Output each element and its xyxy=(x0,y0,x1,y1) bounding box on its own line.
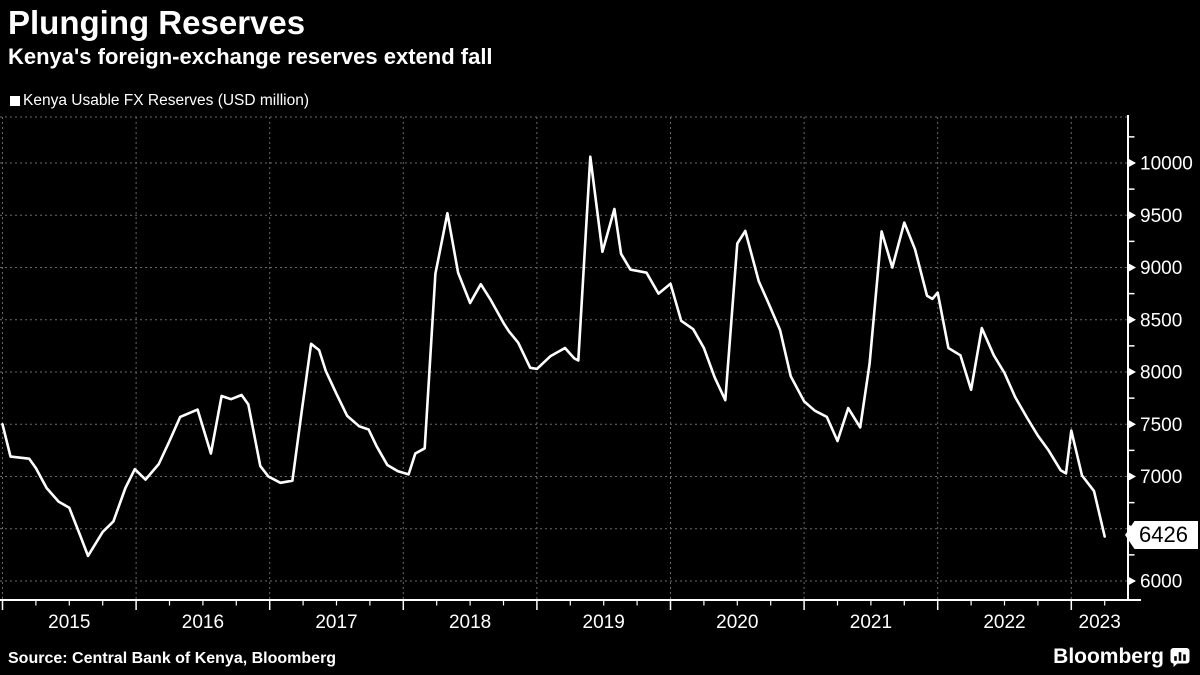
legend-square-marker xyxy=(10,96,20,106)
y-axis-label: 7000 xyxy=(1140,467,1182,488)
x-axis-label: 2017 xyxy=(315,612,357,633)
chart-title: Plunging Reserves xyxy=(8,4,306,41)
y-tick-arrow xyxy=(1128,263,1136,272)
last-value-label: 6426 xyxy=(1139,522,1188,547)
x-axis-label: 2023 xyxy=(1079,612,1121,633)
x-axis-label: 2018 xyxy=(449,612,491,633)
bloomberg-wordmark: Bloomberg xyxy=(1053,645,1164,668)
y-tick-arrow xyxy=(1128,158,1136,168)
y-axis-label: 8500 xyxy=(1140,310,1182,331)
legend-label: Kenya Usable FX Reserves (USD million) xyxy=(23,92,309,109)
chart-subtitle: Kenya's foreign-exchange reserves extend… xyxy=(8,44,493,69)
y-axis-label: 7500 xyxy=(1140,415,1182,436)
x-axis-label: 2019 xyxy=(583,612,625,633)
y-tick-arrow xyxy=(1128,576,1136,586)
x-axis-label: 2015 xyxy=(48,612,90,633)
source-note: Source: Central Bank of Kenya, Bloomberg xyxy=(8,650,337,667)
y-tick-arrow xyxy=(1128,419,1136,429)
y-tick-arrow xyxy=(1128,210,1136,220)
y-axis-label: 8000 xyxy=(1140,363,1182,384)
last-value-callout: 6426 xyxy=(1125,521,1198,549)
y-axis-label: 6000 xyxy=(1140,572,1182,593)
bloomberg-chart-bubble-icon xyxy=(1170,647,1190,667)
y-tick-arrow xyxy=(1128,367,1136,377)
x-axis-label: 2016 xyxy=(182,612,224,633)
x-axis-label: 2021 xyxy=(850,612,892,633)
legend: Kenya Usable FX Reserves (USD million) xyxy=(10,92,309,110)
y-axis-label: 10000 xyxy=(1140,154,1193,175)
reserves-series-line xyxy=(1,155,1106,558)
y-tick-arrow xyxy=(1128,472,1136,481)
x-axis-label: 2020 xyxy=(716,612,758,633)
y-axis-label: 9000 xyxy=(1140,258,1182,279)
y-axis-label: 9500 xyxy=(1140,206,1182,227)
bloomberg-logo: Bloomberg xyxy=(1053,645,1190,669)
y-tick-arrow xyxy=(1128,315,1136,325)
x-axis-label: 2022 xyxy=(983,612,1025,633)
